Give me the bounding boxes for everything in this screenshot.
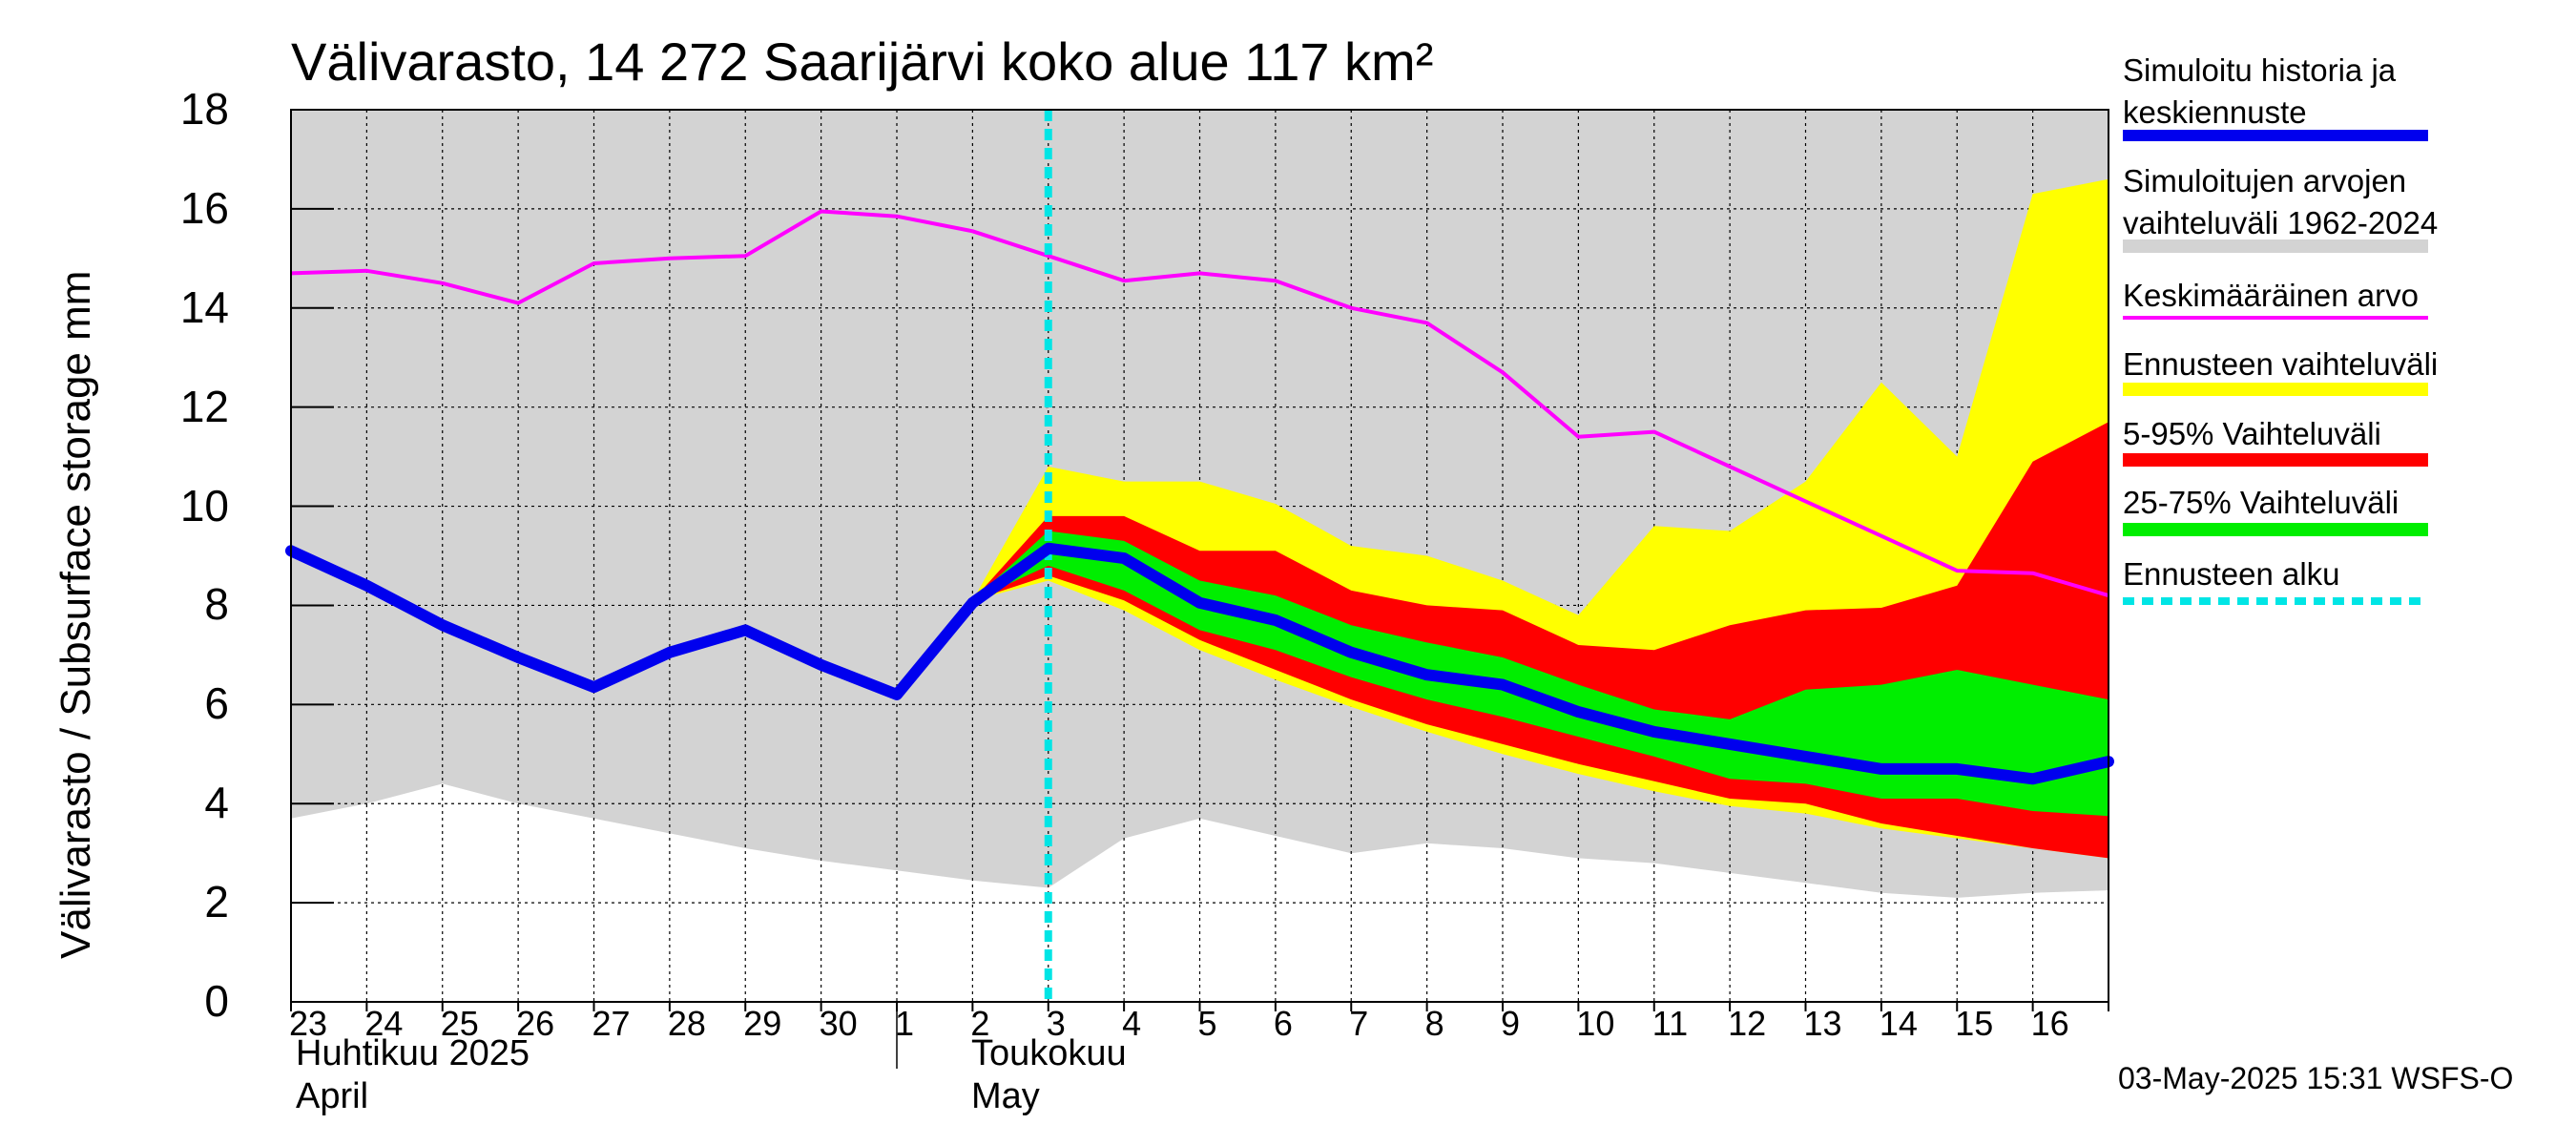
timestamp-footer: 03-May-2025 15:31 WSFS-O bbox=[2118, 1061, 2514, 1095]
x-tick-label: 28 bbox=[667, 1004, 706, 1043]
month-label-may-fi: Toukokuu bbox=[971, 1033, 1127, 1073]
y-tick-label: 6 bbox=[204, 678, 229, 729]
legend-label-simulated: Simuloitu historia ja keskiennuste bbox=[2123, 52, 2397, 130]
x-tick-label: 15 bbox=[1955, 1004, 1994, 1043]
month-label-april-fi: Huhtikuu 2025 bbox=[296, 1033, 530, 1073]
forecast-bands-layer bbox=[972, 178, 2109, 859]
y-tick-label: 14 bbox=[179, 281, 229, 332]
x-tick-label: 23 bbox=[289, 1004, 328, 1043]
y-tick-label: 12 bbox=[179, 381, 229, 431]
x-tick-label: 9 bbox=[1501, 1004, 1521, 1043]
x-tick-label: 14 bbox=[1879, 1004, 1918, 1043]
x-tick-label: 16 bbox=[2030, 1004, 2069, 1043]
y-tick-label: 8 bbox=[204, 579, 229, 630]
x-tick-label: 10 bbox=[1576, 1004, 1615, 1043]
mean-line bbox=[290, 209, 2109, 598]
lines-layer bbox=[285, 110, 2114, 1002]
p25-75-band bbox=[972, 531, 2109, 817]
legend-label-p5-95: 5-95% Vaihteluväli bbox=[2123, 416, 2381, 451]
y-tick-label: 2 bbox=[204, 877, 229, 927]
x-tick-label: 24 bbox=[364, 1004, 404, 1043]
x-tick-label: 5 bbox=[1197, 1004, 1217, 1043]
x-tick-label: 27 bbox=[592, 1004, 631, 1043]
x-tick-label: 25 bbox=[440, 1004, 479, 1043]
chart-title: Välivarasto, 14 272 Saarijärvi koko alue… bbox=[291, 31, 1434, 92]
y-tick-label: 16 bbox=[179, 182, 229, 233]
legend-label-mean: Keskimääräinen arvo bbox=[2123, 278, 2419, 313]
y-tick-label: 18 bbox=[179, 84, 229, 134]
legend-layer bbox=[2123, 130, 2428, 605]
y-tick-label: 0 bbox=[204, 976, 229, 1026]
x-tick-label: 12 bbox=[1728, 1004, 1767, 1043]
x-tick-label: 13 bbox=[1803, 1004, 1842, 1043]
x-tick-label: 2 bbox=[970, 1004, 990, 1043]
x-tick-label: 29 bbox=[743, 1004, 782, 1043]
x-tick-label: 3 bbox=[1046, 1004, 1066, 1043]
y-tick-label: 4 bbox=[204, 778, 229, 828]
simulated-line bbox=[285, 542, 2114, 785]
grid-layer bbox=[291, 110, 2109, 1002]
legend-label-forecast-start: Ennusteen alku bbox=[2123, 556, 2340, 592]
axes-layer bbox=[290, 109, 2109, 1069]
x-tick-label: 26 bbox=[516, 1004, 555, 1043]
x-tick-label: 7 bbox=[1349, 1004, 1369, 1043]
x-tick-label: 11 bbox=[1652, 1004, 1689, 1043]
legend-label-p25-75: 25-75% Vaihteluväli bbox=[2123, 485, 2399, 520]
y-tick-label: 10 bbox=[179, 480, 229, 531]
x-tick-label: 4 bbox=[1122, 1004, 1142, 1043]
y-axis-label: Välivarasto / Subsurface storage mm bbox=[52, 270, 99, 959]
legend-label-history-range: Simuloitujen arvojen vaihteluväli 1962-2… bbox=[2123, 163, 2439, 240]
x-tick-label: 1 bbox=[895, 1004, 915, 1043]
legend-label-forecast-range: Ennusteen vaihteluväli bbox=[2123, 346, 2439, 382]
month-label-april-en: April bbox=[296, 1076, 369, 1116]
x-tick-label: 30 bbox=[819, 1004, 858, 1043]
x-tick-label: 8 bbox=[1424, 1004, 1444, 1043]
x-tick-label: 6 bbox=[1273, 1004, 1293, 1043]
month-label-may-en: May bbox=[971, 1076, 1040, 1116]
